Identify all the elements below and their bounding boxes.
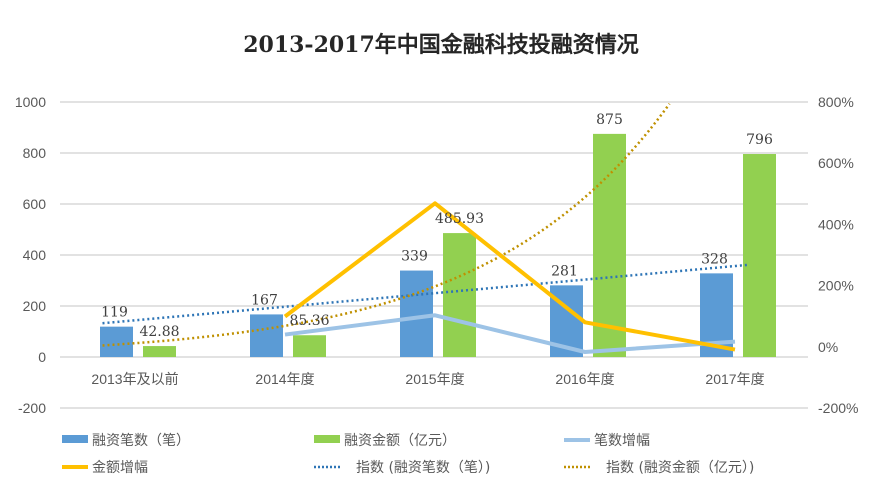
legend-label: 笔数增幅 [594, 433, 650, 449]
data-label: 167 [251, 292, 278, 308]
y2-tick-label: 600% [818, 155, 854, 171]
bar-amount [743, 154, 776, 357]
data-label: 85.36 [289, 313, 329, 329]
y2-tick-label: 400% [818, 216, 854, 232]
trendline [102, 103, 671, 347]
data-label: 281 [551, 263, 578, 279]
legend-swatch [314, 435, 340, 443]
x-tick-label: 2013年及以前 [91, 371, 178, 387]
growth-line [284, 313, 736, 355]
y2-tick-label: 0% [818, 339, 838, 355]
y-tick-label: 600 [23, 196, 47, 212]
bar-amount [593, 133, 626, 357]
y2-tick-label: 800% [818, 94, 854, 110]
bar-count [250, 314, 283, 357]
data-label: 339 [401, 249, 428, 265]
bar-amount [293, 335, 326, 357]
data-label: 119 [101, 305, 128, 321]
data-label: 485.93 [435, 211, 484, 227]
y-tick-label: 0 [38, 349, 46, 365]
legend-swatch [62, 435, 88, 443]
bar-count [400, 270, 433, 357]
data-label: 875 [596, 112, 623, 128]
data-label: 42.88 [139, 324, 179, 340]
y-tick-label: 400 [23, 247, 47, 263]
x-tick-label: 2014年度 [255, 371, 314, 387]
data-label: 328 [701, 251, 728, 267]
y-tick-label: 200 [23, 298, 47, 314]
y2-tick-label: -200% [818, 400, 858, 416]
bar-count [100, 326, 133, 357]
chart-title: 2013-2017年中国金融科技投融资情况 [243, 32, 639, 58]
y-tick-label: -200 [18, 400, 46, 416]
legend-label: 融资笔数（笔） [92, 433, 190, 449]
y-tick-label: 1000 [15, 94, 46, 110]
data-label: 796 [746, 132, 773, 148]
growth-line [283, 201, 736, 352]
x-tick-label: 2016年度 [555, 371, 614, 387]
bar-amount [143, 346, 176, 357]
bar-amount [443, 233, 476, 357]
x-tick-label: 2017年度 [705, 371, 764, 387]
legend-label: 指数 (融资金额（亿元）) [606, 460, 754, 476]
legend-label: 金额增幅 [92, 460, 148, 476]
y-tick-label: 800 [23, 145, 47, 161]
y2-tick-label: 200% [818, 278, 854, 294]
legend-label: 指数 (融资笔数（笔）) [356, 460, 490, 476]
legend-label: 融资金额（亿元） [344, 433, 456, 449]
x-tick-label: 2015年度 [405, 371, 464, 387]
